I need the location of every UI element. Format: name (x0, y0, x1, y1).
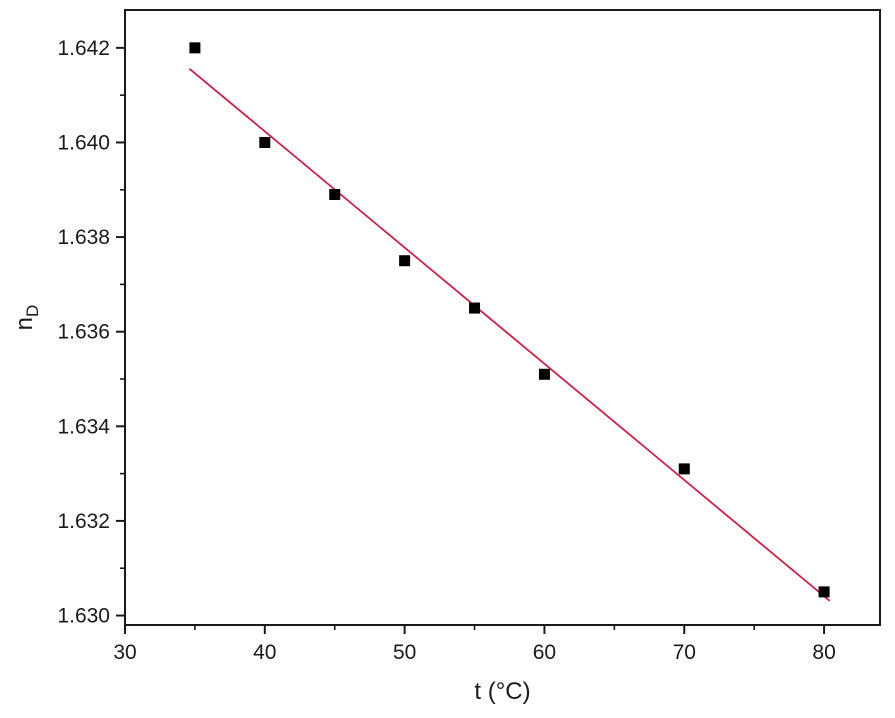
y-tick-label: 1.636 (57, 321, 110, 344)
data-point (818, 586, 830, 598)
plot-frame (124, 9, 881, 626)
data-point (469, 302, 481, 314)
data-point (189, 42, 201, 54)
data-point (399, 255, 411, 267)
y-tick-label: 1.630 (57, 605, 110, 628)
y-tick-label: 1.642 (57, 37, 110, 60)
fit-line (188, 68, 831, 602)
data-point (678, 463, 690, 475)
x-axis-title: t (°C) (474, 678, 530, 705)
data-point (259, 136, 271, 148)
y-tick-label: 1.638 (57, 226, 110, 249)
data-point (329, 189, 341, 200)
y-axis-title: nD (11, 305, 42, 331)
y-tick-label: 1.634 (57, 415, 110, 438)
x-tick-label: 80 (812, 641, 835, 664)
data-point (538, 368, 550, 380)
x-tick-label: 40 (253, 641, 276, 664)
x-tick-label: 30 (113, 641, 136, 664)
x-tick-label: 60 (533, 641, 556, 664)
x-tick-label: 50 (393, 641, 416, 664)
x-tick-label: 70 (673, 641, 696, 664)
y-tick-label: 1.640 (57, 131, 110, 154)
y-tick-label: 1.632 (57, 510, 110, 533)
